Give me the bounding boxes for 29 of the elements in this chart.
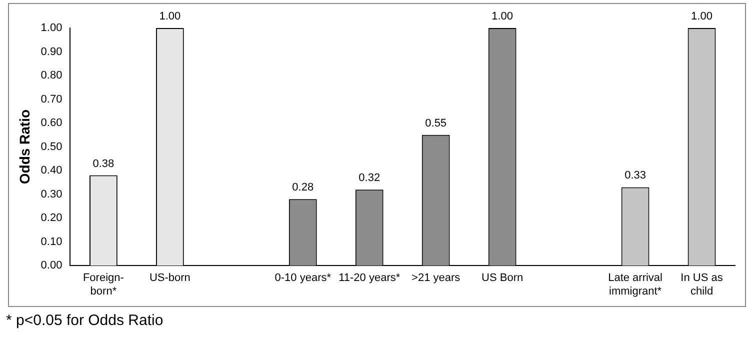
y-tick-label: 0.70 (40, 93, 62, 106)
data-label: 0.38 (92, 158, 114, 170)
y-tick-label: 0.40 (40, 164, 62, 177)
x-tick-label: >21 years (412, 272, 461, 284)
data-label: 0.32 (358, 172, 380, 184)
x-tick-label: 11-20 years* (338, 272, 401, 284)
data-label: 0.55 (425, 117, 447, 130)
data-label: 1.00 (691, 10, 712, 23)
y-tick-label: 0.50 (40, 140, 62, 153)
text: * p<0.05 for Odds Ratio (6, 312, 164, 329)
y-tick-label: 0.10 (40, 236, 62, 248)
y-tick-label: 0.20 (40, 212, 62, 224)
x-tick-label: US Born (482, 272, 524, 284)
data-label: 0.33 (624, 170, 646, 182)
y-tick-label: 0.80 (40, 70, 62, 82)
x-tick-label: Foreign-born* (82, 272, 124, 298)
x-tick-label: US-born (149, 272, 190, 284)
y-tick-label: 1.00 (40, 22, 62, 34)
data-label: 1.00 (492, 10, 514, 23)
x-tick-label: Late arrival immigrant* (608, 272, 662, 298)
y-tick-label: 0.90 (40, 46, 62, 58)
y-tick-label: 0.00 (40, 260, 62, 272)
x-tick-label: 0-10 years* (274, 272, 332, 284)
y-axis-title: Odds Ratio (16, 109, 32, 184)
x-tick-label: In US as child (680, 272, 724, 298)
data-label: 1.00 (159, 10, 181, 23)
y-tick-label: 0.60 (40, 117, 62, 130)
data-label: 0.28 (292, 182, 314, 194)
y-tick-label: 0.30 (40, 188, 62, 200)
